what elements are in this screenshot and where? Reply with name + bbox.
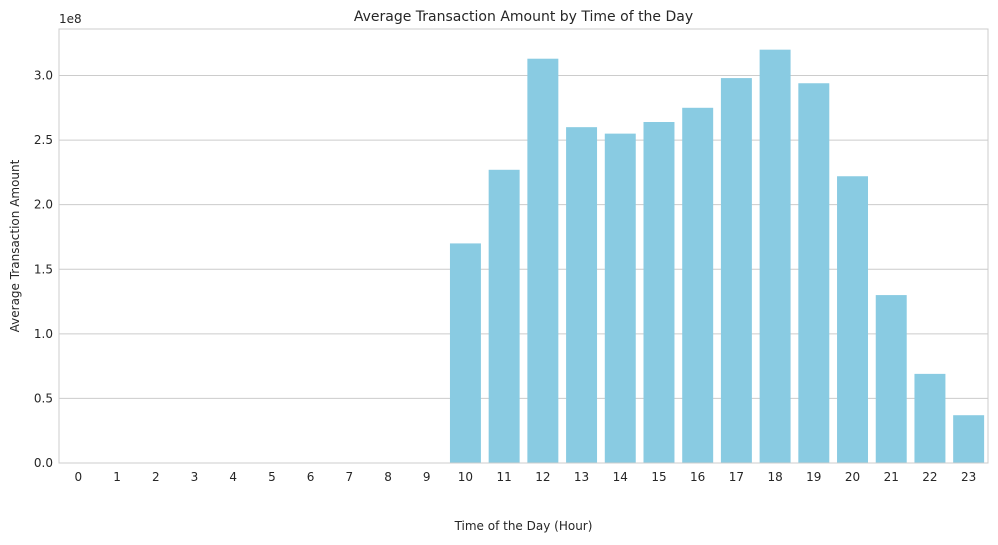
bars bbox=[449, 49, 985, 464]
bar-hour-11 bbox=[488, 169, 520, 463]
x-tick-label: 13 bbox=[574, 470, 589, 484]
bar-hour-22 bbox=[914, 373, 946, 463]
x-tick-label: 0 bbox=[75, 470, 83, 484]
y-tick-label: 2.5 bbox=[34, 133, 53, 147]
x-axis-title: Time of the Day (Hour) bbox=[454, 519, 593, 533]
y-tick-labels: 0.0 0.5 1.0 1.5 2.0 2.5 3.0 bbox=[34, 69, 53, 471]
x-tick-label: 16 bbox=[690, 470, 705, 484]
y-tick-label: 2.0 bbox=[34, 198, 53, 212]
y-tick-label: 0.0 bbox=[34, 456, 53, 470]
x-tick-label: 9 bbox=[423, 470, 431, 484]
x-tick-label: 14 bbox=[613, 470, 628, 484]
y-offset-label: 1e8 bbox=[59, 12, 82, 26]
x-tick-label: 12 bbox=[535, 470, 550, 484]
bar-hour-10 bbox=[449, 243, 481, 463]
bar-hour-19 bbox=[798, 83, 830, 463]
x-tick-label: 21 bbox=[884, 470, 899, 484]
x-tick-label: 8 bbox=[384, 470, 392, 484]
x-tick-label: 5 bbox=[268, 470, 276, 484]
plot-frame bbox=[58, 28, 989, 464]
x-tick-label: 15 bbox=[651, 470, 666, 484]
x-tick-label: 1 bbox=[113, 470, 121, 484]
x-tick-label: 19 bbox=[806, 470, 821, 484]
y-tick-label: 3.0 bbox=[34, 69, 53, 83]
x-tick-label: 11 bbox=[497, 470, 512, 484]
x-tick-label: 22 bbox=[922, 470, 937, 484]
x-tick-label: 10 bbox=[458, 470, 473, 484]
bar-hour-16 bbox=[682, 107, 714, 464]
x-tick-label: 4 bbox=[229, 470, 237, 484]
bar-hour-17 bbox=[720, 78, 752, 463]
bar-hour-12 bbox=[527, 58, 559, 463]
bar-hour-23 bbox=[953, 415, 985, 463]
x-tick-label: 6 bbox=[307, 470, 315, 484]
y-axis-title: Average Transaction Amount bbox=[8, 159, 22, 332]
bar-hour-13 bbox=[566, 127, 598, 464]
x-tick-label: 7 bbox=[345, 470, 353, 484]
x-tick-label: 20 bbox=[845, 470, 860, 484]
x-tick-label: 23 bbox=[961, 470, 976, 484]
x-tick-label: 17 bbox=[729, 470, 744, 484]
y-tick-label: 1.0 bbox=[34, 327, 53, 341]
bar-hour-14 bbox=[604, 133, 636, 463]
y-grid bbox=[59, 75, 988, 464]
x-tick-label: 3 bbox=[191, 470, 199, 484]
x-tick-label: 18 bbox=[767, 470, 782, 484]
bar-hour-15 bbox=[643, 122, 675, 463]
x-tick-label: 2 bbox=[152, 470, 160, 484]
y-tick-label: 1.5 bbox=[34, 262, 53, 276]
chart-title: Average Transaction Amount by Time of th… bbox=[354, 9, 693, 25]
bar-hour-21 bbox=[875, 295, 907, 463]
y-tick-label: 0.5 bbox=[34, 391, 53, 405]
x-tick-labels: 0 1 2 3 4 5 6 7 8 9 10 11 12 13 14 15 16 17 18 19 20 21 22 23 bbox=[75, 470, 977, 484]
bar-hour-18 bbox=[759, 49, 791, 464]
bar-hour-20 bbox=[837, 176, 869, 463]
